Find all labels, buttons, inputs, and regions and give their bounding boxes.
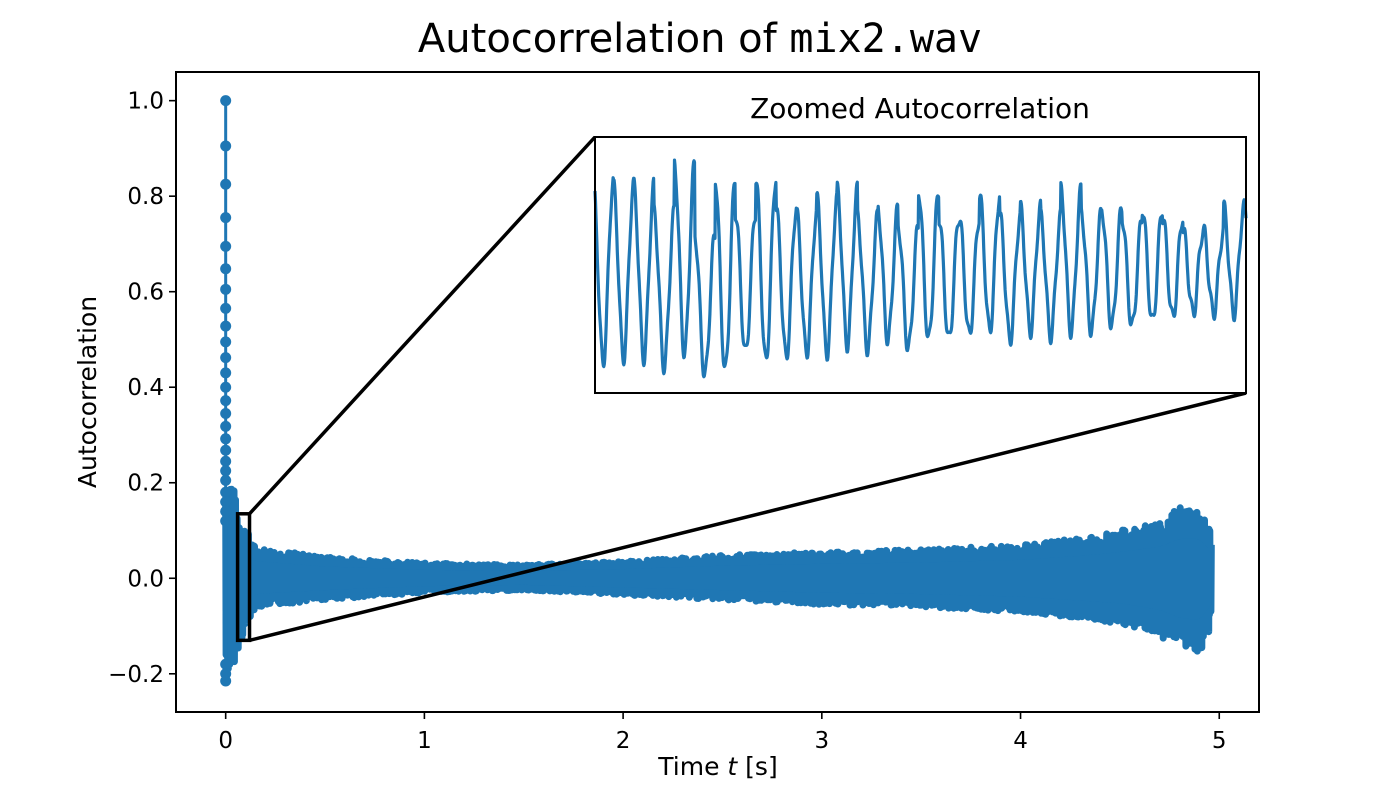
data-point <box>220 505 232 517</box>
x-axis-label: Time t [s] <box>657 752 777 781</box>
data-point <box>220 140 232 152</box>
y-tick-label: 0.2 <box>127 471 164 497</box>
chart-title-filename: mix2.wav <box>789 16 982 62</box>
inset-plot: Zoomed Autocorrelation <box>593 92 1248 394</box>
zoom-connector-lower <box>249 391 1247 643</box>
data-point <box>220 455 232 467</box>
y-tick-label: 1.0 <box>127 89 164 115</box>
data-point <box>220 496 232 508</box>
chart-title-prefix: Autocorrelation of <box>418 16 789 62</box>
data-point <box>220 178 232 190</box>
y-axis-ticks: −0.2 0.0 0.2 0.4 0.6 0.8 1.0 <box>108 89 176 688</box>
x-tick-label: 4 <box>1013 728 1028 754</box>
data-point <box>220 474 232 486</box>
data-point <box>220 465 232 477</box>
data-point <box>220 302 232 314</box>
inset-title: Zoomed Autocorrelation <box>750 92 1090 125</box>
data-point <box>220 263 232 275</box>
x-tick-label: 5 <box>1212 728 1227 754</box>
inset-signal-path <box>593 158 1248 379</box>
data-point <box>220 95 232 107</box>
data-point <box>220 444 232 456</box>
y-tick-label: 0.8 <box>127 184 164 210</box>
x-axis-label-variable: t <box>727 752 738 781</box>
data-point <box>220 658 232 670</box>
zoom-region-box <box>235 512 252 643</box>
x-tick-label: 0 <box>218 728 233 754</box>
data-point <box>220 336 232 348</box>
data-point <box>220 515 232 527</box>
y-tick-label: 0.0 <box>127 566 164 592</box>
y-axis-label: Autocorrelation <box>73 296 102 488</box>
data-point <box>220 283 232 295</box>
x-tick-label: 1 <box>417 728 432 754</box>
main-signal-core <box>235 534 1212 622</box>
inset-series-signal <box>593 158 1248 379</box>
x-axis-ticks: 0 1 2 3 4 5 <box>218 712 1227 754</box>
y-tick-label: −0.2 <box>108 662 164 688</box>
data-point <box>220 381 232 393</box>
x-axis-label-unit: [s] <box>737 752 777 781</box>
data-point <box>220 433 232 445</box>
main-axes-frame <box>175 71 1260 713</box>
data-point <box>220 240 232 252</box>
y-tick-label: 0.4 <box>127 375 164 401</box>
x-axis-label-prefix: Time <box>657 752 727 781</box>
y-tick-label: 0.6 <box>127 280 164 306</box>
chart-title: Autocorrelation of mix2.wav <box>418 16 982 62</box>
data-point <box>220 367 232 379</box>
data-point <box>220 320 232 332</box>
data-point <box>220 486 232 498</box>
x-tick-label: 3 <box>815 728 830 754</box>
inset-axes-frame <box>594 136 1247 394</box>
zoom-connector-lines <box>248 135 1247 643</box>
main-series-markers <box>220 95 232 687</box>
zoom-connector-upper <box>248 135 597 515</box>
main-plot: 0 1 2 3 4 5 −0.2 0.0 0.2 0.4 0.6 0.8 1.0 Time t [s]… <box>73 71 1260 781</box>
data-point <box>220 212 232 224</box>
data-point <box>220 395 232 407</box>
data-point <box>220 352 232 364</box>
data-point <box>220 675 232 687</box>
x-tick-label: 2 <box>616 728 631 754</box>
data-point <box>220 420 232 432</box>
data-point <box>220 407 232 419</box>
